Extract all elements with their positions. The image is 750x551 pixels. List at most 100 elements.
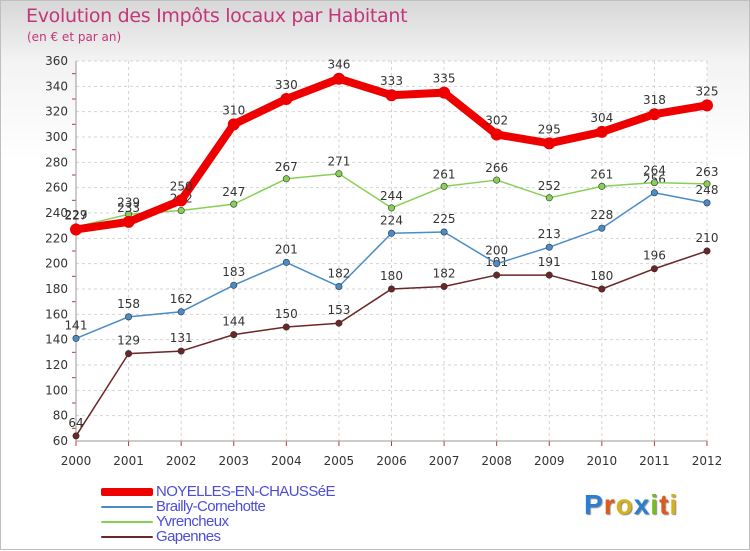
data-label: 266 <box>485 161 508 175</box>
data-point <box>227 118 240 131</box>
logo-letter: x <box>633 489 651 520</box>
legend-label-brailly: Brailly-Cornehotte <box>156 498 266 515</box>
data-label: 252 <box>538 179 561 193</box>
legend-label-noyelles: NOYELLES-EN-CHAUSSéE <box>156 483 336 500</box>
data-point <box>175 194 188 207</box>
chart-title: Evolution des Impôts locaux par Habitant <box>26 5 408 27</box>
data-point <box>440 182 448 190</box>
data-label: 182 <box>433 266 456 280</box>
data-label: 318 <box>643 93 666 107</box>
y-tick-label: 360 <box>45 54 68 68</box>
data-label: 191 <box>538 255 561 269</box>
x-tick-label: 2004 <box>271 454 302 468</box>
legend-swatch-brailly <box>101 506 153 508</box>
data-point <box>72 334 80 342</box>
legend-label-gapennes: Gapennes <box>156 528 221 545</box>
data-label: 196 <box>643 249 666 263</box>
data-point <box>230 331 238 339</box>
y-tick-label: 140 <box>45 333 68 347</box>
data-point <box>650 265 658 273</box>
data-label: 264 <box>643 164 666 178</box>
data-point <box>282 323 290 331</box>
data-point <box>493 271 501 279</box>
data-point <box>335 170 343 178</box>
data-label: 247 <box>222 185 245 199</box>
x-tick-label: 2008 <box>481 454 512 468</box>
data-label: 295 <box>538 122 561 136</box>
data-label: 129 <box>117 334 140 348</box>
x-tick-label: 2009 <box>534 454 565 468</box>
data-point <box>177 347 185 355</box>
data-label: 183 <box>222 265 245 279</box>
data-label: 325 <box>696 84 719 98</box>
data-label: 153 <box>327 303 350 317</box>
data-label: 141 <box>65 318 88 332</box>
data-point <box>177 206 185 214</box>
legend-swatch-yvrencheux <box>101 521 153 523</box>
data-label: 310 <box>222 103 245 117</box>
y-tick-label: 100 <box>45 383 68 397</box>
y-tick-label: 280 <box>45 155 68 169</box>
x-tick-label: 2012 <box>692 454 723 468</box>
data-point <box>282 258 290 266</box>
data-point <box>703 180 711 188</box>
data-point <box>387 285 395 293</box>
data-label: 150 <box>275 307 298 321</box>
data-point <box>440 228 448 236</box>
logo-letter: i <box>669 489 679 520</box>
data-label: 333 <box>380 74 403 88</box>
data-label: 64 <box>68 416 83 430</box>
data-label: 213 <box>538 227 561 241</box>
data-point <box>70 223 82 236</box>
y-tick-label: 120 <box>45 358 68 372</box>
chart-subtitle: (en € et par an) <box>27 30 122 44</box>
data-point <box>335 319 343 327</box>
data-label: 158 <box>117 297 140 311</box>
data-point <box>122 215 135 228</box>
data-point <box>230 281 238 289</box>
data-label: 225 <box>433 212 456 226</box>
data-point <box>332 72 345 85</box>
data-label: 261 <box>433 167 456 181</box>
data-point <box>438 86 451 99</box>
x-tick-label: 2006 <box>376 454 407 468</box>
proxiti-logo: Proxiti <box>584 489 678 521</box>
data-label: 335 <box>433 72 456 86</box>
x-tick-label: 2005 <box>324 454 355 468</box>
data-point <box>387 229 395 237</box>
data-point <box>125 350 133 358</box>
data-point <box>543 137 556 150</box>
y-tick-label: 80 <box>53 409 68 423</box>
data-label: 162 <box>170 292 193 306</box>
data-point <box>490 128 503 141</box>
data-label: 227 <box>65 208 88 222</box>
y-tick-label: 180 <box>45 282 68 296</box>
data-label: 271 <box>327 155 350 169</box>
data-label: 250 <box>170 179 193 193</box>
legend-swatch-noyelles <box>101 488 153 496</box>
data-label: 200 <box>485 244 508 258</box>
data-point <box>598 285 606 293</box>
data-point <box>280 93 293 105</box>
y-tick-label: 340 <box>45 79 68 93</box>
logo-letter: P <box>584 489 604 520</box>
data-point <box>703 199 711 207</box>
data-point <box>72 432 80 440</box>
y-tick-label: 300 <box>45 130 68 144</box>
logo-letter: o <box>615 489 634 520</box>
data-point <box>545 271 553 279</box>
x-tick-label: 2001 <box>113 454 144 468</box>
data-label: 201 <box>275 242 298 256</box>
data-point <box>650 189 658 197</box>
y-tick-label: 220 <box>45 231 68 245</box>
data-label: 131 <box>170 331 193 345</box>
data-point <box>545 194 553 202</box>
data-point <box>387 204 395 212</box>
data-point <box>598 182 606 190</box>
data-point <box>335 282 343 290</box>
y-tick-label: 160 <box>45 307 68 321</box>
y-tick-label: 320 <box>45 105 68 119</box>
y-tick-label: 200 <box>45 257 68 271</box>
data-point <box>703 247 711 255</box>
